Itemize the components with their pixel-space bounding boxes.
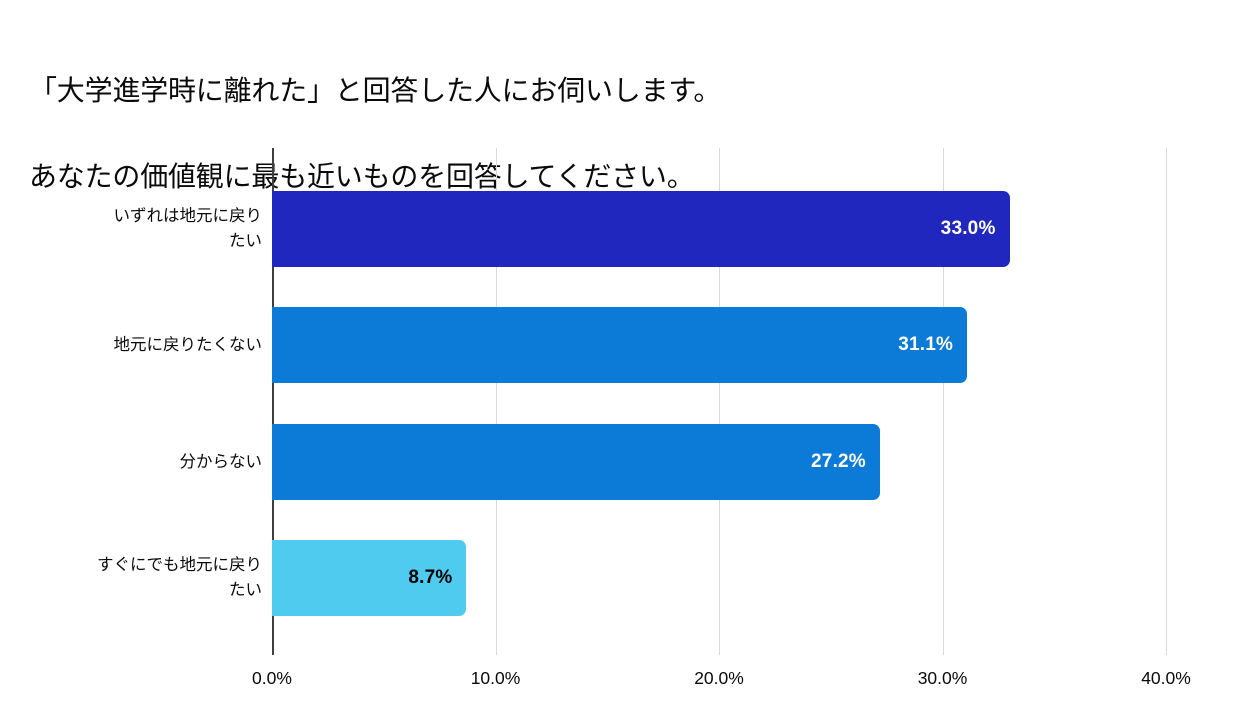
category-label: いずれは地元に戻りたい <box>30 191 263 267</box>
chart-title-line-2: あなたの価値観に最も近いものを回答してください。 <box>29 161 695 192</box>
category-label: 分からない <box>30 424 263 500</box>
bar-value-label: 33.0% <box>940 218 996 239</box>
plot-area: 33.0% 31.1% 27.2% 8.7% <box>272 148 1167 655</box>
bar-value-label: 27.2% <box>811 451 866 472</box>
chart-title-line-1: 「大学進学時に離れた」と回答した人にお伺いします。 <box>29 75 722 106</box>
bar-value-label: 8.7% <box>408 567 453 588</box>
value-axis-labels: 0.0% 10.0% 20.0% 30.0% 40.0% <box>252 668 1191 702</box>
bar[interactable]: 8.7% <box>272 540 467 616</box>
value-axis-tick-label: 30.0% <box>917 668 968 688</box>
category-label-line: たい <box>229 581 262 599</box>
bar-row: 27.2% <box>272 424 1166 500</box>
category-axis-labels: いずれは地元に戻り たい 地元に戻りたくない 分からない すぐにでも地元に戻り たい <box>0 148 262 655</box>
value-axis-tick-label: 10.0% <box>470 668 521 688</box>
value-axis-tick-label: 40.0% <box>1141 668 1191 688</box>
bar-row: 33.0% <box>272 191 1166 267</box>
category-label-line: すぐにでも地元に戻り <box>97 556 262 574</box>
category-label-line: 地元に戻りたくない <box>113 335 263 354</box>
bar-row: 31.1% <box>272 307 1166 383</box>
bar[interactable]: 33.0% <box>272 191 1010 267</box>
bars-layer: 33.0% 31.1% 27.2% 8.7% <box>272 148 1166 655</box>
category-label-line: たい <box>229 232 262 250</box>
bar[interactable]: 27.2% <box>272 424 880 500</box>
bar-value-label: 31.1% <box>898 334 954 355</box>
category-label-line: 分からない <box>179 452 263 471</box>
value-axis-tick-label: 0.0% <box>252 668 292 688</box>
value-axis-tick-label: 20.0% <box>694 668 744 688</box>
category-label-line: いずれは地元に戻り <box>113 207 263 225</box>
category-label: すぐにでも地元に戻りたい <box>30 540 262 616</box>
bar-row: 8.7% <box>272 540 1166 616</box>
category-label: 地元に戻りたくない <box>30 307 263 383</box>
chart-title: 「大学進学時に離れた」と回答した人にお伺いします。 あなたの価値観に最も近いもの… <box>29 26 1209 241</box>
bar[interactable]: 31.1% <box>272 307 968 383</box>
